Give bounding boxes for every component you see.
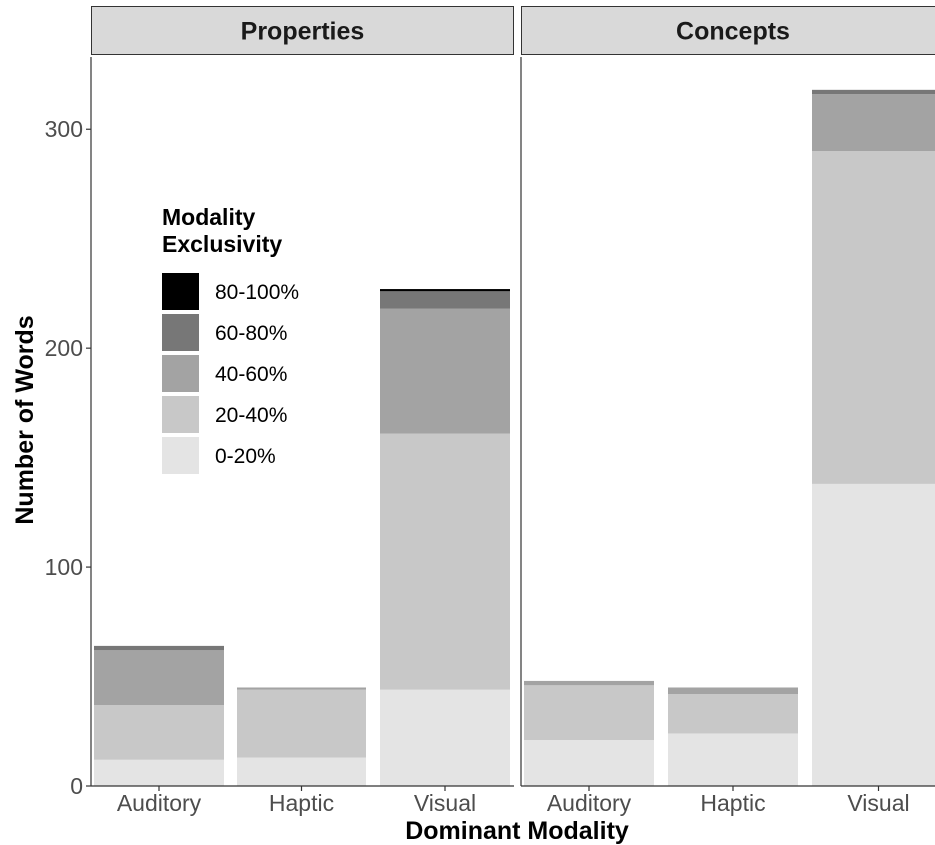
legend-swatch-60-80 [162, 314, 199, 351]
y-tick-label-300: 300 [45, 116, 83, 142]
legend-title-line-2: Exclusivity [162, 231, 282, 257]
bar-properties-visual-0-20 [380, 689, 510, 786]
legend-swatch-0-20 [162, 437, 199, 474]
bar-concepts-visual-40-60 [812, 94, 935, 152]
legend-swatch-20-40 [162, 396, 199, 433]
bar-properties-haptic-20-40 [237, 689, 366, 758]
legend-label-0-20: 0-20% [215, 445, 276, 468]
y-tick-label-200: 200 [45, 335, 83, 361]
legend-label-60-80: 60-80% [215, 322, 287, 345]
bar-concepts-visual-20-40 [812, 151, 935, 484]
bar-concepts-auditory-40-60 [524, 680, 654, 686]
bar-concepts-auditory-0-20 [524, 740, 654, 786]
facet-strips: Properties Concepts [91, 6, 935, 55]
legend-label-20-40: 20-40% [215, 404, 287, 427]
x-tick-label-properties-visual: Visual [414, 790, 476, 816]
bar-segments [94, 89, 935, 786]
x-tick-label-properties-haptic: Haptic [269, 790, 334, 816]
y-axis-title: Number of Words [11, 315, 39, 524]
bar-properties-visual-60-80 [380, 291, 510, 309]
bar-properties-auditory-0-20 [94, 759, 224, 786]
bar-concepts-auditory-20-40 [524, 685, 654, 741]
bar-concepts-visual-60-80 [812, 89, 935, 95]
bar-properties-auditory-20-40 [94, 705, 224, 760]
legend-title-line-1: Modality [162, 204, 255, 230]
facet-strip-concepts [521, 6, 935, 55]
bar-properties-auditory-60-80 [94, 645, 224, 651]
legend-swatch-40-60 [162, 355, 199, 392]
bar-properties-visual-80-100 [380, 289, 510, 292]
bar-properties-visual-40-60 [380, 308, 510, 434]
x-axis-title: Dominant Modality [405, 817, 629, 845]
x-tick-label-concepts-haptic: Haptic [700, 790, 765, 816]
facet-title-properties: Properties [241, 18, 365, 46]
x-tick-label-concepts-visual: Visual [847, 790, 909, 816]
legend-label-80-100: 80-100% [215, 281, 299, 304]
facet-title-concepts: Concepts [676, 18, 790, 46]
x-tick-label-concepts-auditory: Auditory [547, 790, 632, 816]
axes: Auditory Haptic Visual Auditory Haptic Visual… [45, 57, 935, 816]
bar-concepts-haptic-40-60 [668, 687, 798, 695]
bar-properties-haptic-40-60 [237, 687, 366, 690]
y-tick-label-0: 0 [70, 773, 83, 799]
x-tick-label-properties-auditory: Auditory [117, 790, 202, 816]
bar-concepts-haptic-20-40 [668, 694, 798, 734]
bar-concepts-visual-0-20 [812, 483, 935, 786]
legend-label-40-60: 40-60% [215, 363, 287, 386]
bar-properties-visual-20-40 [380, 433, 510, 690]
facet-strip-properties [91, 6, 514, 55]
bar-properties-auditory-40-60 [94, 650, 224, 705]
legend-swatch-80-100 [162, 273, 199, 310]
bar-concepts-haptic-0-20 [668, 733, 798, 786]
bar-properties-haptic-0-20 [237, 757, 366, 786]
y-tick-label-100: 100 [45, 554, 83, 580]
